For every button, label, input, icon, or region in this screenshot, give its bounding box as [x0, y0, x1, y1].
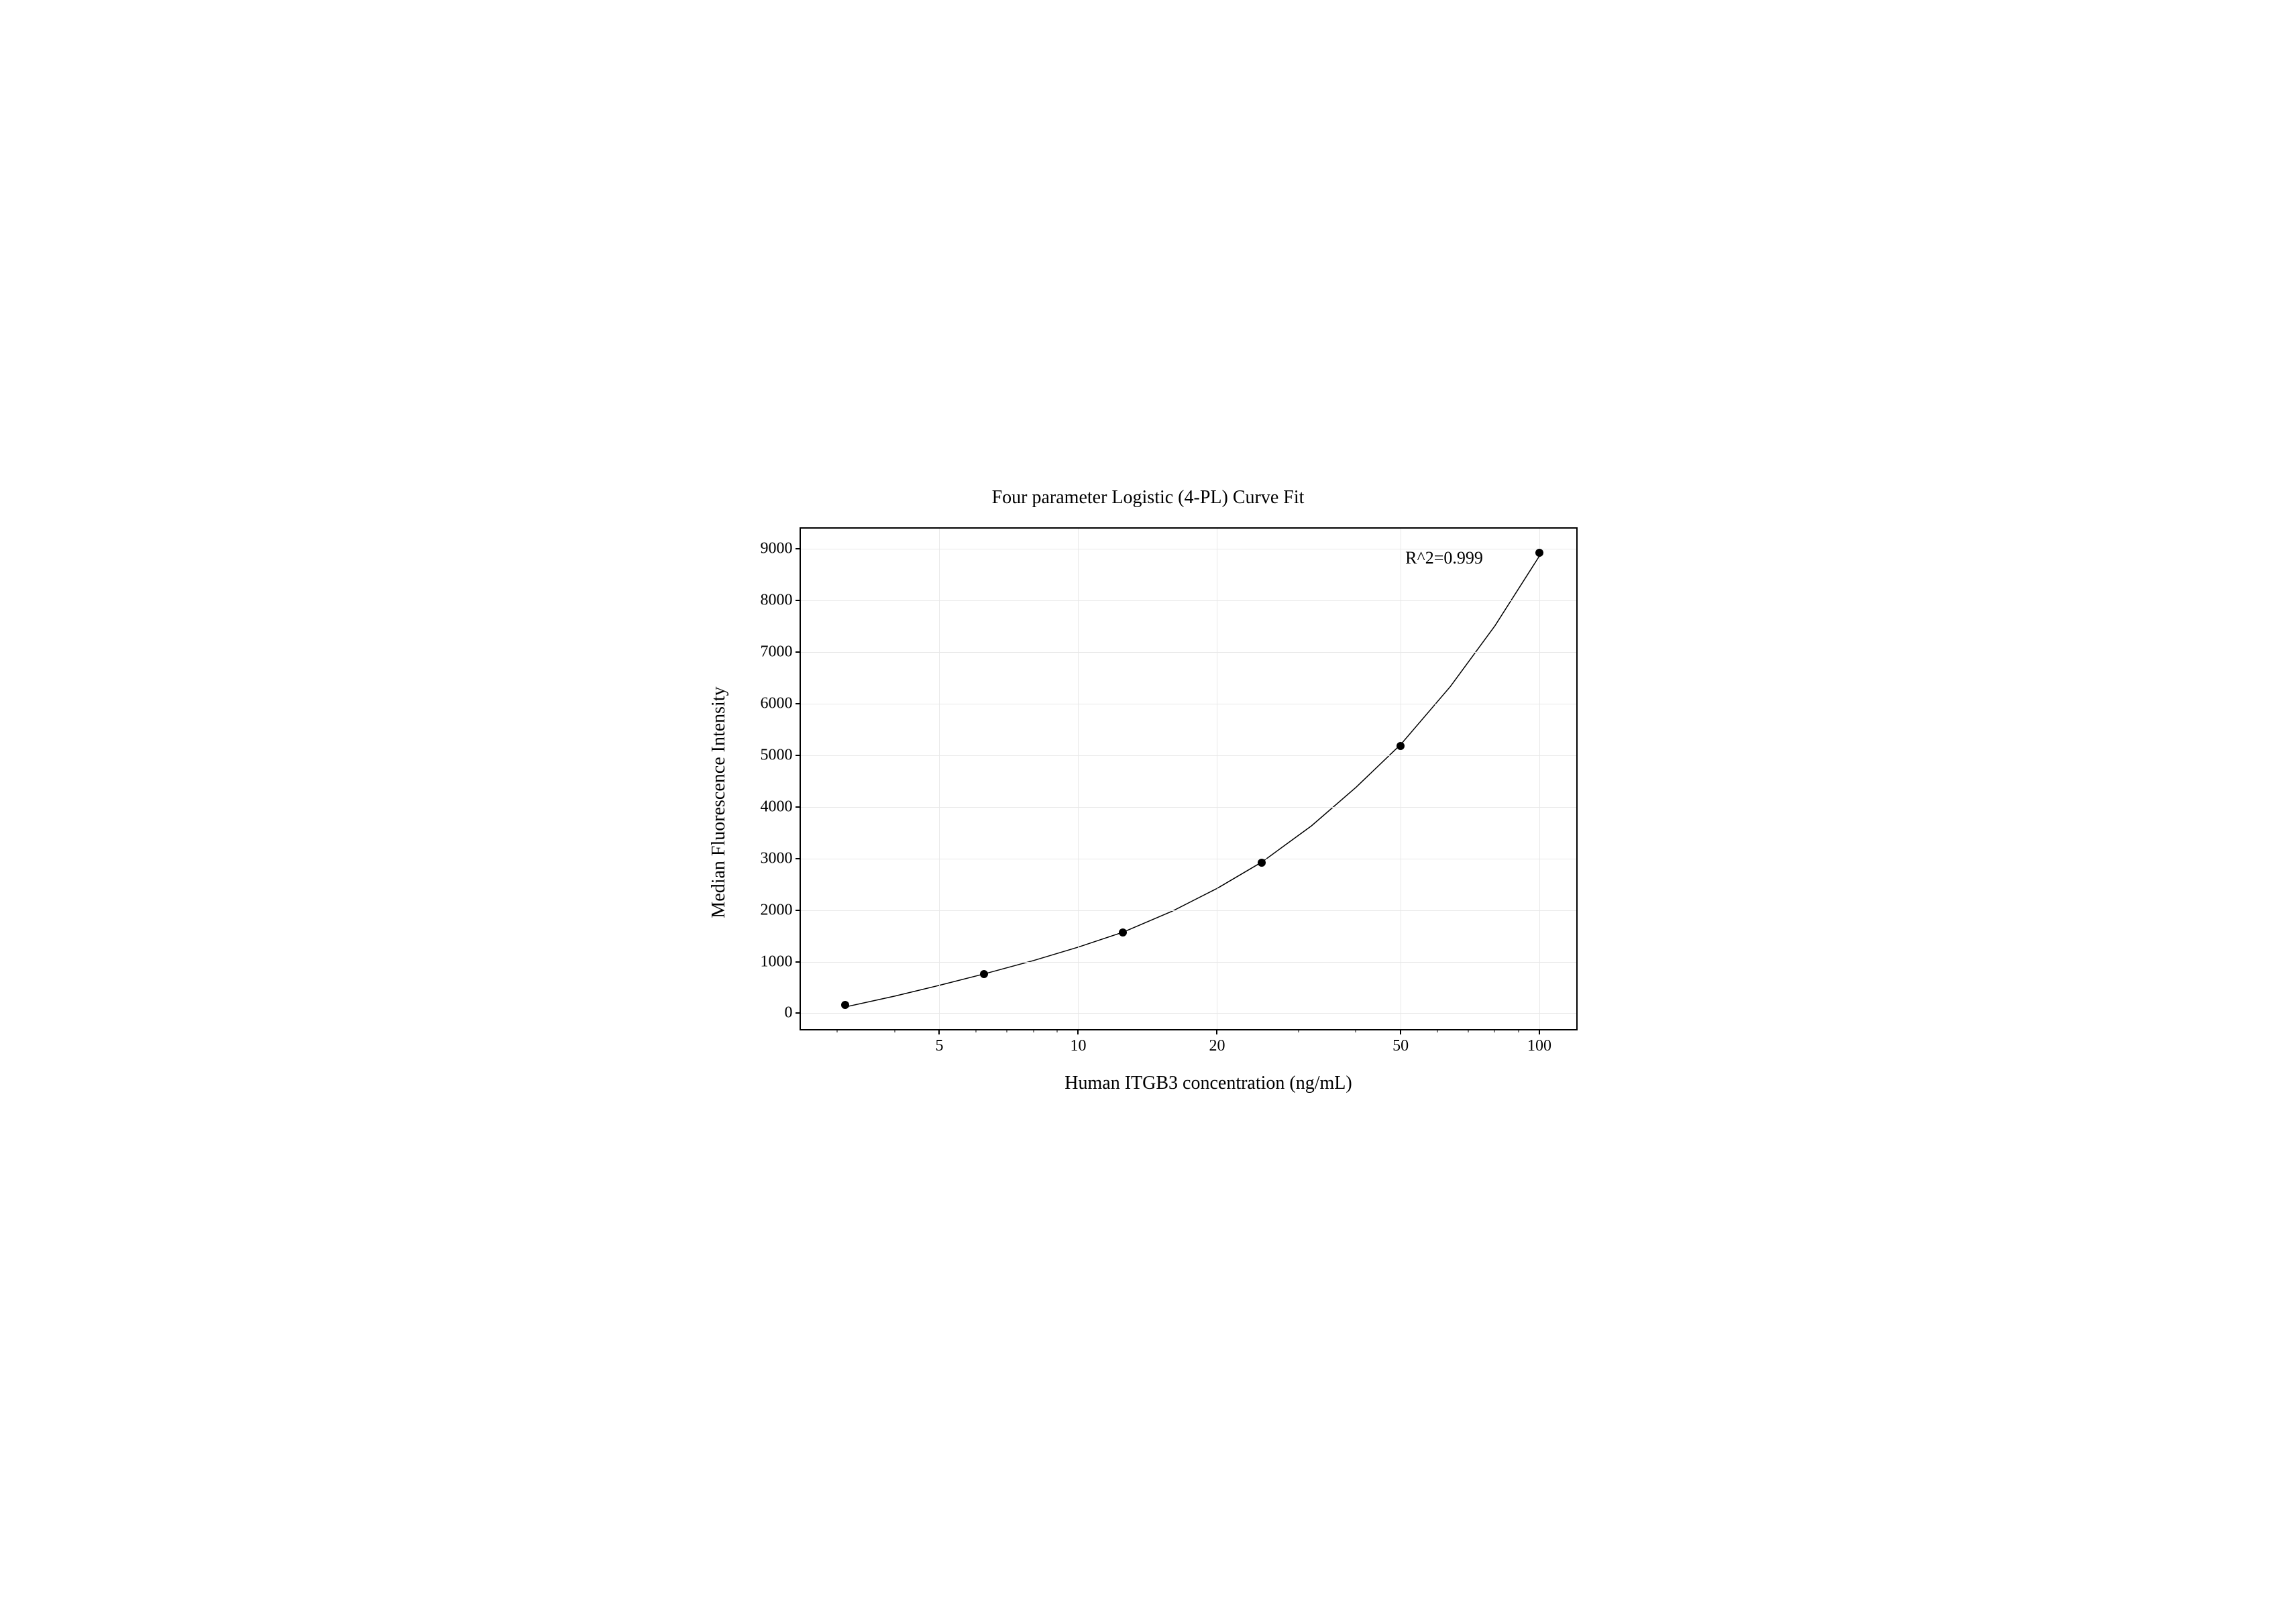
- plot-container: R^2=0.999 010002000300040005000600070008…: [800, 527, 1578, 1030]
- x-minor-tick-mark: [1494, 1029, 1495, 1032]
- grid-line-horizontal: [801, 910, 1576, 911]
- x-minor-tick-mark: [975, 1029, 976, 1032]
- x-tick-label: 10: [1070, 1029, 1086, 1055]
- data-point: [1119, 928, 1127, 937]
- chart-title: Four parameter Logistic (4-PL) Curve Fit: [992, 487, 1305, 509]
- y-tick-label: 7000: [761, 643, 801, 661]
- y-tick-label: 8000: [761, 592, 801, 610]
- grid-line-horizontal: [801, 600, 1576, 601]
- y-tick-label: 9000: [761, 540, 801, 558]
- x-axis-label: Human ITGB3 concentration (ng/mL): [1064, 1073, 1352, 1094]
- y-tick-label: 5000: [761, 746, 801, 764]
- x-tick-label: 50: [1392, 1029, 1409, 1055]
- data-point: [1397, 742, 1405, 750]
- grid-line-vertical: [1539, 529, 1540, 1029]
- x-minor-tick-mark: [1518, 1029, 1519, 1032]
- curve-fit-line: [801, 529, 1576, 1029]
- y-axis-label: Median Fluorescence Intensity: [708, 686, 730, 918]
- y-tick-label: 0: [785, 1004, 801, 1022]
- y-tick-label: 1000: [761, 953, 801, 971]
- y-tick-label: 6000: [761, 694, 801, 712]
- grid-line-horizontal: [801, 652, 1576, 653]
- data-point: [980, 970, 988, 978]
- data-point: [1535, 549, 1543, 557]
- x-minor-tick-mark: [894, 1029, 895, 1032]
- grid-line-vertical: [939, 529, 940, 1029]
- x-minor-tick-mark: [1057, 1029, 1058, 1032]
- x-minor-tick-mark: [1006, 1029, 1007, 1032]
- chart-wrapper: Four parameter Logistic (4-PL) Curve Fit…: [679, 474, 1618, 1131]
- data-point: [1258, 859, 1266, 867]
- x-minor-tick-mark: [836, 1029, 837, 1032]
- x-tick-label: 5: [935, 1029, 943, 1055]
- x-minor-tick-mark: [1298, 1029, 1299, 1032]
- x-tick-label: 100: [1527, 1029, 1551, 1055]
- grid-line-horizontal: [801, 962, 1576, 963]
- r-squared-annotation: R^2=0.999: [1405, 548, 1483, 568]
- y-tick-label: 3000: [761, 849, 801, 867]
- x-minor-tick-mark: [1033, 1029, 1034, 1032]
- x-tick-label: 20: [1209, 1029, 1225, 1055]
- y-tick-label: 2000: [761, 901, 801, 919]
- grid-line-horizontal: [801, 755, 1576, 756]
- grid-line-horizontal: [801, 1013, 1576, 1014]
- grid-line-vertical: [1078, 529, 1079, 1029]
- plot-area: R^2=0.999 010002000300040005000600070008…: [800, 527, 1578, 1030]
- data-point: [841, 1001, 849, 1009]
- y-tick-label: 4000: [761, 798, 801, 816]
- grid-line-horizontal: [801, 807, 1576, 808]
